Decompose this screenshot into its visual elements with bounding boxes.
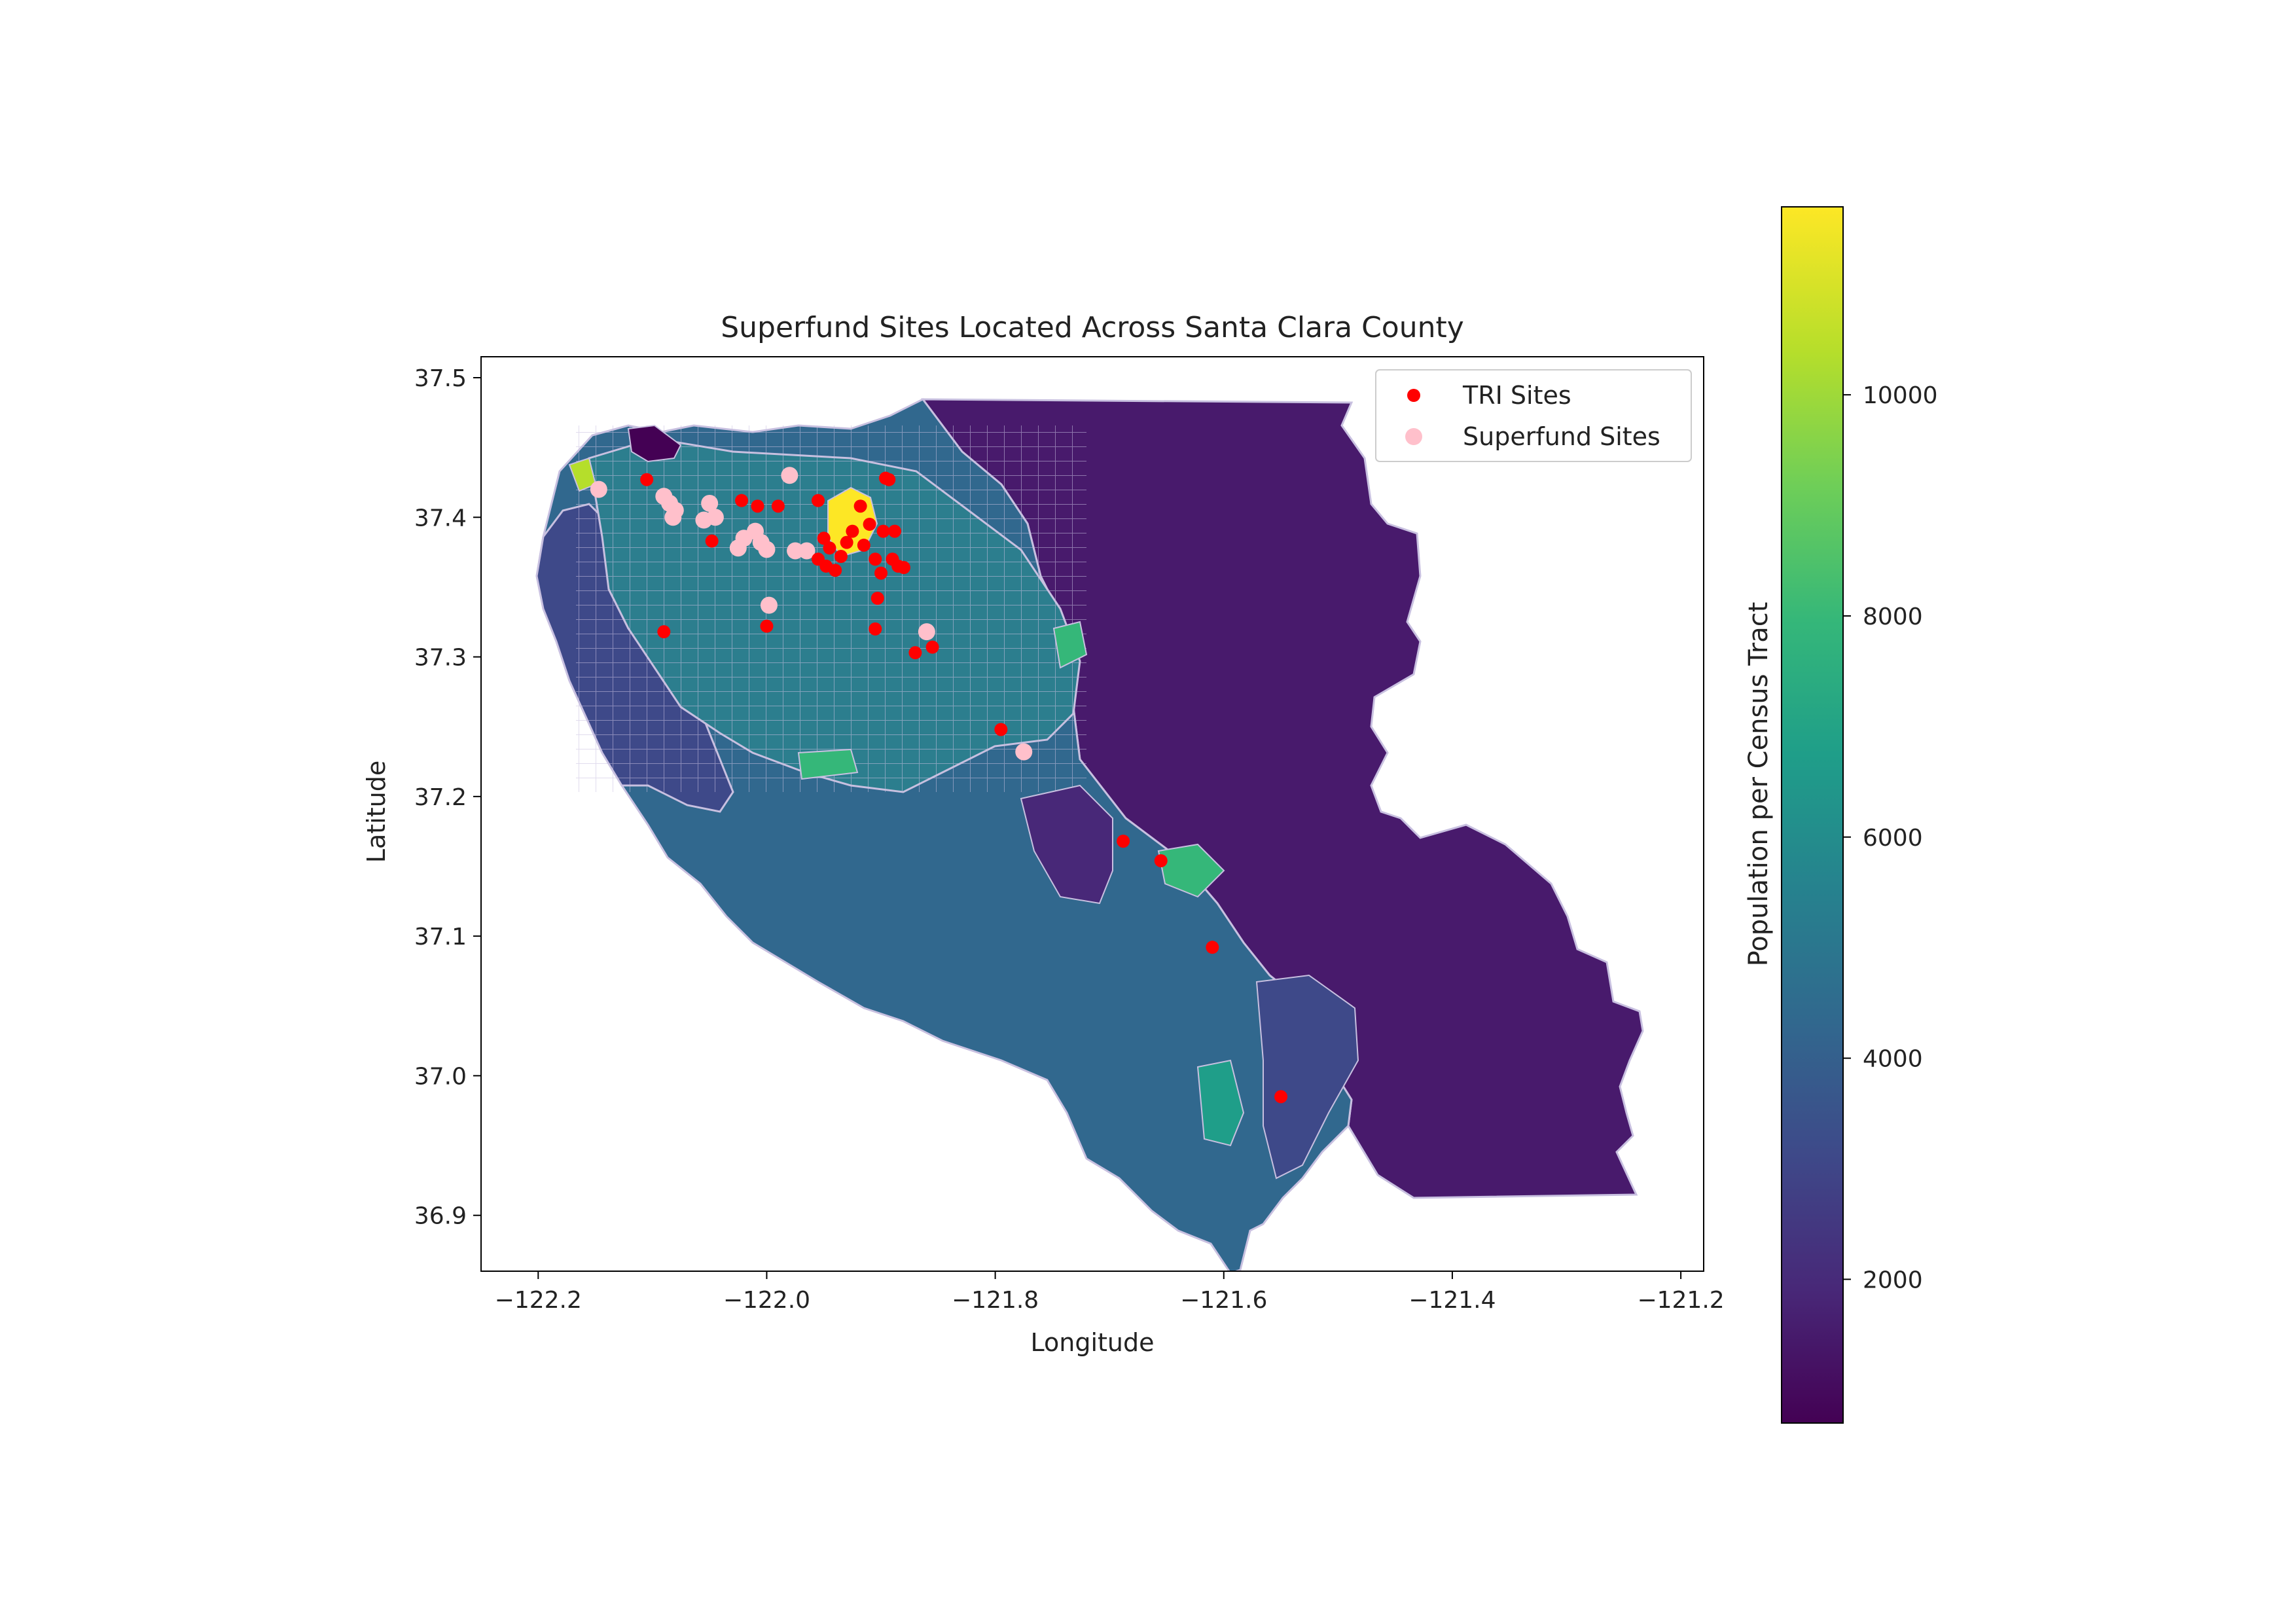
tri-site-point — [817, 532, 831, 545]
superfund-site-point — [760, 596, 778, 614]
superfund-site-point — [666, 501, 684, 519]
tri-site-point — [876, 524, 890, 538]
legend-marker-superfund — [1405, 428, 1422, 445]
y-axis-label: Latitude — [362, 761, 391, 863]
legend-marker-tri — [1407, 389, 1420, 402]
tri-site-point — [834, 549, 848, 563]
x-tick-label: −121.8 — [952, 1287, 1039, 1314]
tri-site-point — [1206, 941, 1219, 954]
tri-site-point — [853, 499, 867, 513]
x-tick-label: −121.2 — [1637, 1287, 1724, 1314]
superfund-site-point — [701, 494, 719, 512]
tract-high-6 — [1196, 1059, 1245, 1147]
tri-site-point — [705, 534, 719, 548]
superfund-site-point — [706, 509, 724, 526]
y-tick-label: 37.2 — [414, 784, 467, 811]
y-tick-label: 36.9 — [414, 1203, 467, 1230]
tri-site-point — [640, 473, 654, 486]
colorbar-tick-label: 4000 — [1863, 1046, 1923, 1073]
tri-site-point — [771, 499, 785, 513]
tri-site-point — [874, 566, 888, 580]
x-tick-label: −122.2 — [495, 1287, 582, 1314]
tract-low-1 — [1020, 784, 1113, 905]
x-axis: −122.2 −122.0 −121.8 −121.6 −121.4 −121.2 — [495, 1271, 1725, 1314]
tract-low-2 — [1255, 974, 1359, 1180]
tri-site-point — [823, 541, 836, 555]
superfund-site-point — [798, 542, 816, 560]
tract-high-4 — [797, 748, 859, 780]
county-basemap — [535, 398, 1644, 1271]
legend: TRI Sites Superfund Sites — [1375, 369, 1692, 462]
y-axis: 36.9 37.0 37.1 37.2 37.3 37.4 37.5 — [414, 365, 481, 1230]
tri-site-point — [870, 591, 884, 605]
site-points — [590, 467, 1288, 1104]
legend-box — [1375, 369, 1692, 462]
chart-title: Superfund Sites Located Across Santa Cla… — [721, 311, 1464, 344]
tri-site-point — [846, 524, 859, 538]
x-axis-label: Longitude — [1031, 1328, 1155, 1357]
colorbar-tick-label: 2000 — [1863, 1267, 1923, 1293]
colorbar-tick-label: 6000 — [1863, 825, 1923, 852]
x-tick-label: −122.0 — [723, 1287, 810, 1314]
tri-site-point — [1154, 854, 1168, 867]
legend-label-tri: TRI Sites — [1462, 381, 1571, 410]
tri-site-point — [812, 494, 825, 507]
colorbar-tick-label: 10000 — [1863, 382, 1938, 409]
tri-site-point — [1117, 835, 1130, 848]
colorbar-label: Population per Census Tract — [1744, 602, 1774, 967]
superfund-site-point — [781, 467, 798, 484]
x-tick-label: −121.6 — [1180, 1287, 1267, 1314]
colorbar: 2000 4000 6000 8000 10000 Population per Cen… — [1744, 206, 1938, 1424]
y-tick-label: 37.1 — [414, 924, 467, 950]
superfund-site-point — [758, 541, 776, 558]
y-tick-label: 37.5 — [414, 365, 467, 392]
tri-site-point — [869, 552, 882, 566]
tri-site-point — [840, 535, 853, 549]
tri-site-point — [863, 517, 876, 531]
tri-site-point — [994, 723, 1008, 736]
tri-site-point — [869, 622, 882, 636]
tri-site-point — [897, 561, 910, 575]
tri-site-point — [760, 619, 774, 633]
colorbar-ticks: 2000 4000 6000 8000 10000 — [1843, 382, 1938, 1293]
y-tick-label: 37.4 — [414, 505, 467, 532]
superfund-site-point — [918, 623, 935, 641]
plot-frame — [480, 356, 1704, 1272]
tract-low-3 — [627, 424, 682, 463]
y-tick-label: 37.0 — [414, 1063, 467, 1090]
tri-site-point — [751, 499, 764, 513]
legend-label-superfund: Superfund Sites — [1463, 422, 1660, 451]
superfund-site-point — [590, 480, 607, 498]
x-tick-label: −121.4 — [1408, 1287, 1496, 1314]
tri-site-point — [657, 625, 671, 639]
colorbar-tick-label: 8000 — [1863, 604, 1923, 630]
tri-site-point — [829, 564, 842, 577]
tri-site-point — [888, 524, 901, 538]
tri-site-point — [1274, 1090, 1288, 1104]
tri-site-point — [882, 473, 896, 486]
y-tick-label: 37.3 — [414, 645, 467, 672]
tract-high-5 — [1157, 843, 1225, 898]
tri-site-point — [735, 494, 749, 507]
tract-high-3 — [1052, 621, 1088, 669]
tri-site-point — [908, 646, 922, 660]
superfund-site-point — [1015, 743, 1033, 761]
tri-site-point — [857, 538, 870, 552]
tri-site-point — [925, 640, 939, 654]
colorbar-gradient — [1781, 206, 1844, 1424]
